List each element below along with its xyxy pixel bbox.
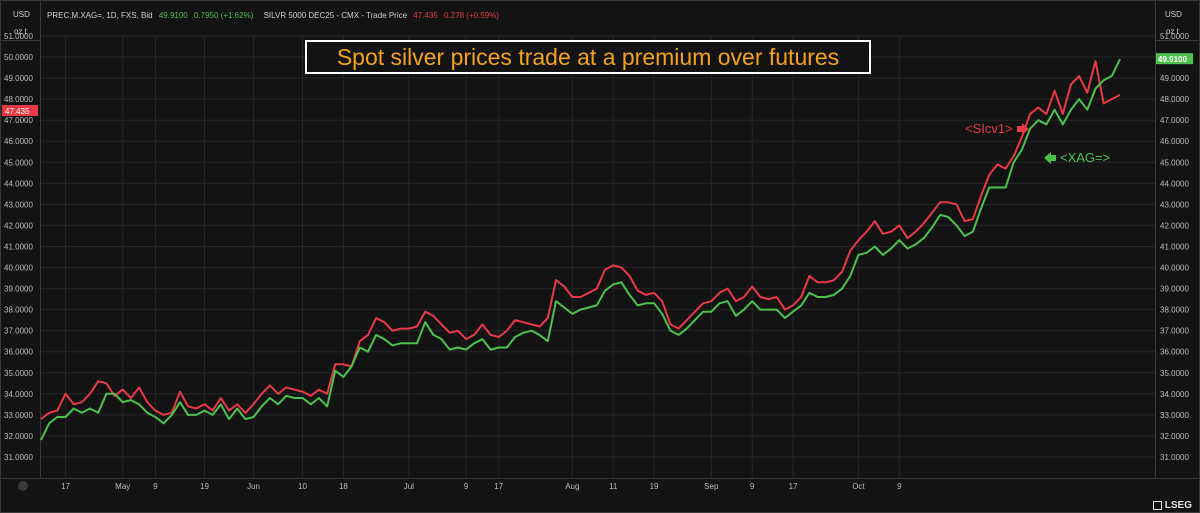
y-tick-left: 39.0000 xyxy=(4,285,33,294)
brand-name: LSEG xyxy=(1164,500,1192,511)
x-tick: May xyxy=(115,482,130,491)
series-layer xyxy=(40,58,1121,441)
annotation-xag-label: <XAG=> xyxy=(1060,150,1111,165)
y-tick-left: 45.0000 xyxy=(4,158,33,167)
x-tick: 17 xyxy=(61,482,70,491)
chart-title: Spot silver prices trade at a premium ov… xyxy=(336,43,840,70)
y-tick-right: 35.0000 xyxy=(1160,369,1189,378)
y-tick-left: 49.0000 xyxy=(4,74,33,83)
y-tick-right: 51.0000 xyxy=(1160,32,1189,41)
chart-title-box: Spot silver prices trade at a premium ov… xyxy=(305,40,871,74)
series-b-change: 0.278 (+0.59%) xyxy=(444,11,499,20)
series-futures-line xyxy=(40,60,1121,420)
series-a-change: 0.7950 (+1.62%) xyxy=(194,11,254,20)
y-tick-left: 34.0000 xyxy=(4,390,33,399)
y-axis-left: 31.0000 32.0000 33.0000 34.0000 35.0000 36.00… xyxy=(4,32,33,462)
x-tick: 19 xyxy=(650,482,659,491)
y-tick-right: 43.0000 xyxy=(1160,200,1189,209)
y-tick-right: 34.0000 xyxy=(1160,390,1189,399)
y-tick-left: 44.0000 xyxy=(4,179,33,188)
y-tick-right: 37.0000 xyxy=(1160,327,1189,336)
x-tick: Aug xyxy=(565,482,579,491)
x-tick: 17 xyxy=(494,482,503,491)
y-tick-left: 51.0000 xyxy=(4,32,33,41)
x-tick: 18 xyxy=(339,482,348,491)
y-tick-right: 45.0000 xyxy=(1160,158,1189,167)
series-a-name: PREC.M.XAG=, 1D, FXS, Bid xyxy=(47,11,153,20)
y-tick-right: 46.0000 xyxy=(1160,137,1189,146)
x-tick: 11 xyxy=(609,482,618,491)
x-tick: Jun xyxy=(247,482,260,491)
y-tick-left: 50.0000 xyxy=(4,53,33,62)
y-tick-right: 36.0000 xyxy=(1160,348,1189,357)
left-price-marker-label: 47.435 xyxy=(5,107,30,116)
y-tick-left: 35.0000 xyxy=(4,369,33,378)
y-axis-right: 31.0000 32.0000 33.0000 34.0000 35.0000 36.00… xyxy=(1160,32,1189,462)
x-tick: Jul xyxy=(404,482,414,491)
y-tick-right: 31.0000 xyxy=(1160,453,1189,462)
arrow-left-icon xyxy=(1044,151,1056,164)
unit-currency-left: USD xyxy=(13,10,30,19)
y-tick-left: 42.0000 xyxy=(4,221,33,230)
x-tick: 17 xyxy=(789,482,798,491)
series-b-price: 47.435 xyxy=(413,11,438,20)
y-tick-left: 41.0000 xyxy=(4,242,33,251)
y-tick-left: 31.0000 xyxy=(4,453,33,462)
y-tick-right: 40.0000 xyxy=(1160,264,1189,273)
y-tick-right: 44.0000 xyxy=(1160,179,1189,188)
x-tick: 9 xyxy=(897,482,902,491)
y-tick-right: 49.0000 xyxy=(1160,74,1189,83)
arrow-right-icon xyxy=(1016,122,1029,135)
brand-icon xyxy=(1152,501,1162,510)
right-price-marker-label: 49.9100 xyxy=(1158,55,1187,64)
x-tick: Oct xyxy=(852,482,865,491)
y-tick-left: 36.0000 xyxy=(4,348,33,357)
y-tick-right: 48.0000 xyxy=(1160,95,1189,104)
x-tick: 10 xyxy=(298,482,307,491)
y-tick-left: 32.0000 xyxy=(4,432,33,441)
annotation-xag: <XAG=> xyxy=(1044,150,1110,165)
y-tick-left: 46.0000 xyxy=(4,137,33,146)
y-tick-left: 38.0000 xyxy=(4,306,33,315)
unit-weight-right: oz t xyxy=(1166,27,1180,36)
y-tick-right: 38.0000 xyxy=(1160,306,1189,315)
y-tick-left: 37.0000 xyxy=(4,327,33,336)
zoom-reset-button[interactable] xyxy=(18,481,28,491)
y-tick-left: 48.0000 xyxy=(4,95,33,104)
y-tick-right: 33.0000 xyxy=(1160,411,1189,420)
y-tick-left: 43.0000 xyxy=(4,200,33,209)
annotation-sicv1: <SIcv1> xyxy=(965,121,1029,136)
series-b-name: SILVR 5000 DEC25 - CMX - Trade Price xyxy=(264,11,408,20)
right-price-marker: 49.9100 xyxy=(1156,53,1193,65)
unit-weight-left: oz t xyxy=(14,27,28,36)
y-tick-right: 42.0000 xyxy=(1160,221,1189,230)
unit-currency-right: USD xyxy=(1165,10,1182,19)
y-tick-left: 33.0000 xyxy=(4,411,33,420)
x-tick: 9 xyxy=(464,482,469,491)
annotation-sicv1-label: <SIcv1> xyxy=(965,121,1013,136)
x-tick: 9 xyxy=(153,482,158,491)
y-tick-right: 39.0000 xyxy=(1160,285,1189,294)
y-tick-left: 40.0000 xyxy=(4,264,33,273)
y-tick-right: 32.0000 xyxy=(1160,432,1189,441)
x-axis: 17 May 9 19 Jun 10 18 Jul 9 17 Aug 11 19 Sep 9 17 Oct 9 xyxy=(61,482,902,491)
x-tick: Sep xyxy=(704,482,719,491)
grid xyxy=(41,35,1155,478)
y-tick-right: 47.0000 xyxy=(1160,116,1189,125)
x-tick: 19 xyxy=(200,482,209,491)
y-tick-right: 41.0000 xyxy=(1160,242,1189,251)
left-price-marker: 47.435 xyxy=(2,105,38,117)
brand-logo: LSEG xyxy=(1152,500,1192,511)
y-tick-left: 47.0000 xyxy=(4,116,33,125)
header-series-a: PREC.M.XAG=, 1D, FXS, Bid 49.9100 0.7950… xyxy=(47,11,499,20)
series-spot-line xyxy=(40,58,1121,441)
series-a-price: 49.9100 xyxy=(159,11,188,20)
x-tick: 9 xyxy=(750,482,755,491)
